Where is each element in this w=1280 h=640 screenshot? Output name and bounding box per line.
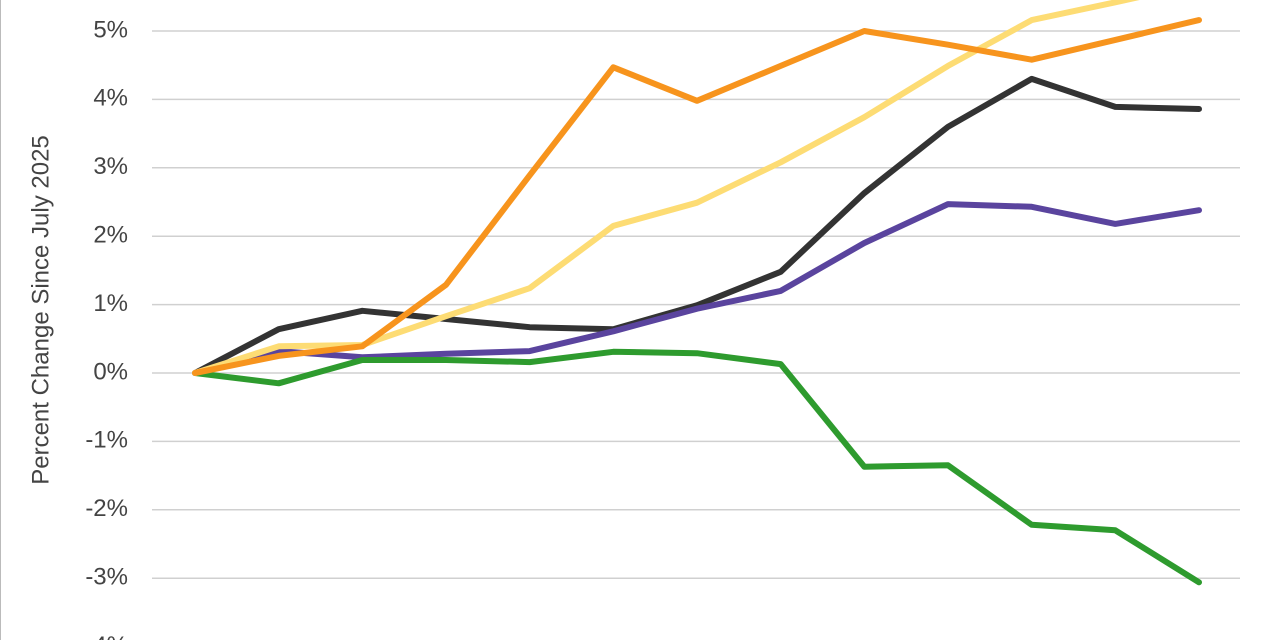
grid: -4% -3% -2% -1% 0% 1% 2% 3% 4% 5% <box>85 16 1240 640</box>
y-tick-label: -2% <box>85 495 128 522</box>
y-tick-label: -1% <box>85 427 128 454</box>
series-line <box>192 17 1202 376</box>
series-line <box>192 348 1202 586</box>
y-tick-label: 3% <box>93 153 128 180</box>
y-tick-label: 0% <box>93 358 128 385</box>
y-axis-title: Percent Change Since July 2025 <box>27 135 54 485</box>
y-tick-label: 4% <box>93 85 128 112</box>
series-line <box>192 75 1202 376</box>
y-tick-label: -4% <box>85 632 128 640</box>
y-tick-label: -3% <box>85 564 128 591</box>
lines <box>192 0 1202 586</box>
y-tick-label: 5% <box>93 16 128 43</box>
y-tick-label: 1% <box>93 290 128 317</box>
y-tick-label: 2% <box>93 222 128 249</box>
